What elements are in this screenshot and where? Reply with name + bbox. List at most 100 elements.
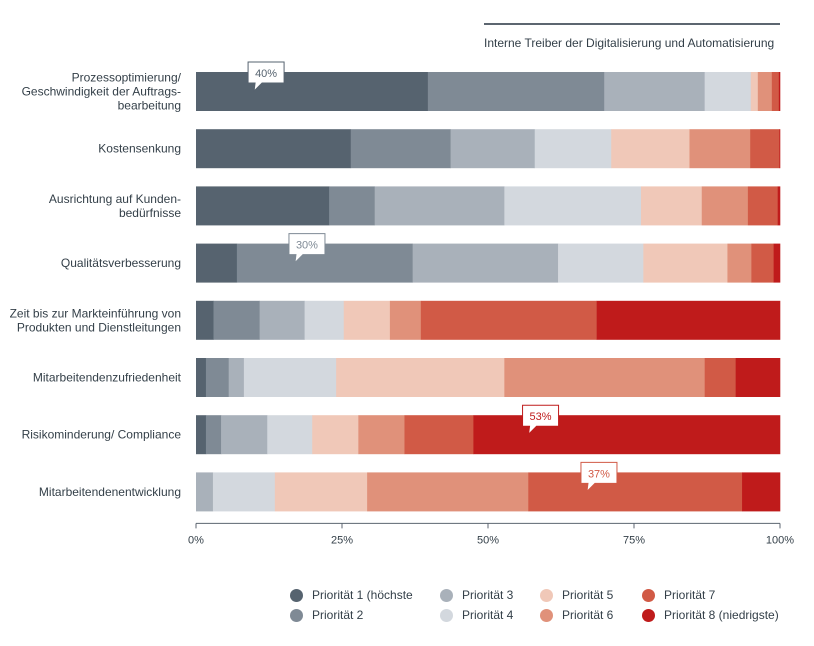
annotation-callout: 53% bbox=[522, 404, 560, 436]
legend-swatch bbox=[642, 588, 655, 602]
annotation-box bbox=[288, 233, 326, 264]
legend-item-4: Priorität 4 bbox=[440, 608, 513, 622]
bar-segment-5-3 bbox=[259, 300, 305, 340]
bar-segment-5-5 bbox=[343, 300, 391, 340]
bar-segment-4-3 bbox=[412, 243, 559, 283]
bar-segment-4-8 bbox=[773, 243, 781, 283]
bar-segment-4-4 bbox=[558, 243, 644, 283]
category-label: Produkten und Dienstleitungen bbox=[17, 320, 181, 334]
bar-segment-7-8 bbox=[473, 415, 781, 455]
bar-segment-7-4 bbox=[267, 415, 313, 455]
x-tick-label: 0% bbox=[188, 534, 204, 546]
bar-segment-2-8 bbox=[779, 129, 781, 169]
category-label: Risikominderung/ Compliance bbox=[22, 428, 182, 442]
bar-segment-5-6 bbox=[389, 300, 422, 340]
legend-label: Priorität 8 (niedrigste) bbox=[664, 608, 779, 622]
legend-item-3: Priorität 3 bbox=[440, 588, 513, 602]
category-label: bearbeitung bbox=[118, 99, 181, 113]
bar-segment-5-7 bbox=[420, 300, 597, 340]
legend-swatch bbox=[290, 588, 303, 602]
bar-segment-4-7 bbox=[751, 243, 774, 283]
bar-segment-3-3 bbox=[374, 186, 505, 226]
bar-segment-3-4 bbox=[504, 186, 642, 226]
legend-swatch bbox=[642, 608, 655, 622]
legend-label: Priorität 6 bbox=[562, 608, 614, 622]
bar-segment-3-2 bbox=[329, 186, 376, 226]
bar-segment-2-4 bbox=[534, 129, 612, 169]
bar-segment-1-7 bbox=[771, 72, 780, 111]
legend-label: Priorität 2 bbox=[312, 608, 364, 622]
annotation-label: 53% bbox=[530, 411, 552, 423]
category-label: Geschwindigkeit der Auftrags- bbox=[22, 85, 181, 99]
legend-item-1: Priorität 1 (höchste bbox=[290, 588, 413, 602]
annotation-box bbox=[247, 61, 285, 93]
legend-swatch bbox=[290, 608, 303, 622]
annotation-callout: 40% bbox=[247, 61, 285, 93]
annotation-label: 40% bbox=[255, 68, 277, 80]
subtitle-rule bbox=[484, 23, 780, 25]
bar-segment-6-3 bbox=[228, 358, 245, 397]
bar-segment-7-2 bbox=[205, 415, 222, 455]
legend-label: Priorität 3 bbox=[462, 588, 514, 602]
category-label: Kostensenkung bbox=[98, 142, 181, 156]
category-label: Mitarbeitendenzufriedenheit bbox=[33, 371, 182, 385]
bar-segment-2-3 bbox=[450, 129, 536, 169]
legend-label: Priorität 7 bbox=[664, 588, 716, 602]
bar-segment-3-5 bbox=[641, 186, 703, 226]
bar-segment-7-3 bbox=[221, 415, 268, 455]
legend-label: Priorität 4 bbox=[462, 608, 514, 622]
category-label: bedürfnisse bbox=[119, 206, 181, 220]
legend-label: Priorität 5 bbox=[562, 588, 614, 602]
bar-segment-5-1 bbox=[196, 300, 214, 340]
bar-segment-8-8 bbox=[742, 472, 781, 512]
bar-segment-1-8 bbox=[778, 72, 781, 111]
bar-segment-6-4 bbox=[243, 358, 337, 397]
bar-segment-4-6 bbox=[727, 243, 752, 283]
bar-segment-6-1 bbox=[196, 358, 207, 397]
annotation-box bbox=[580, 461, 618, 493]
legend-item-5: Priorität 5 bbox=[540, 588, 613, 602]
annotation-label: 30% bbox=[296, 240, 318, 252]
bar-segment-2-6 bbox=[689, 129, 751, 169]
bar-segment-6-2 bbox=[205, 358, 230, 397]
annotation-box bbox=[522, 404, 560, 436]
bar-segment-7-5 bbox=[312, 415, 359, 455]
bar-segment-3-7 bbox=[747, 186, 778, 226]
bar-segment-6-8 bbox=[735, 358, 781, 397]
legend-swatch bbox=[440, 608, 453, 622]
bar-segment-8-3 bbox=[196, 472, 214, 512]
bar-segment-3-1 bbox=[196, 186, 330, 226]
annotation-callout: 30% bbox=[288, 233, 326, 264]
category-label: Prozessoptimierung/ bbox=[72, 71, 182, 85]
bar-segment-3-8 bbox=[777, 186, 781, 226]
bar-segment-8-6 bbox=[367, 472, 529, 512]
annotation-label: 37% bbox=[588, 468, 610, 480]
bar-segment-4-1 bbox=[196, 243, 238, 283]
legend-item-7: Priorität 7 bbox=[642, 588, 715, 602]
bar-segment-1-2 bbox=[427, 72, 605, 111]
bar-segment-1-6 bbox=[757, 72, 773, 111]
annotation-callout: 37% bbox=[580, 461, 618, 493]
bar-segment-7-1 bbox=[196, 415, 207, 455]
bar-segment-2-2 bbox=[350, 129, 451, 169]
legend-item-8: Priorität 8 (niedrigste) bbox=[642, 608, 779, 622]
bar-segment-1-3 bbox=[604, 72, 705, 111]
bar-segment-2-7 bbox=[750, 129, 780, 169]
chart-subtitle: Interne Treiber der Digitalisierung und … bbox=[484, 36, 775, 50]
x-tick-label: 100% bbox=[766, 534, 794, 546]
legend-label: Priorität 1 (höchste bbox=[312, 588, 413, 602]
category-label: Zeit bis zur Markteinführung von bbox=[10, 306, 181, 320]
category-label: Ausrichtung auf Kunden- bbox=[49, 192, 181, 206]
bar-segment-7-7 bbox=[404, 415, 474, 455]
bar-segment-1-1 bbox=[196, 72, 429, 111]
x-tick-label: 75% bbox=[623, 534, 645, 546]
legend-swatch bbox=[540, 608, 553, 622]
bar-segment-1-5 bbox=[750, 72, 759, 111]
x-tick-label: 50% bbox=[477, 534, 499, 546]
bar-segment-5-4 bbox=[304, 300, 345, 340]
legend-item-6: Priorität 6 bbox=[540, 608, 613, 622]
category-label: Mitarbeitendenentwicklung bbox=[39, 485, 181, 499]
bar-segment-3-6 bbox=[701, 186, 749, 226]
bar-segment-1-4 bbox=[704, 72, 752, 111]
bar-segment-5-2 bbox=[213, 300, 260, 340]
